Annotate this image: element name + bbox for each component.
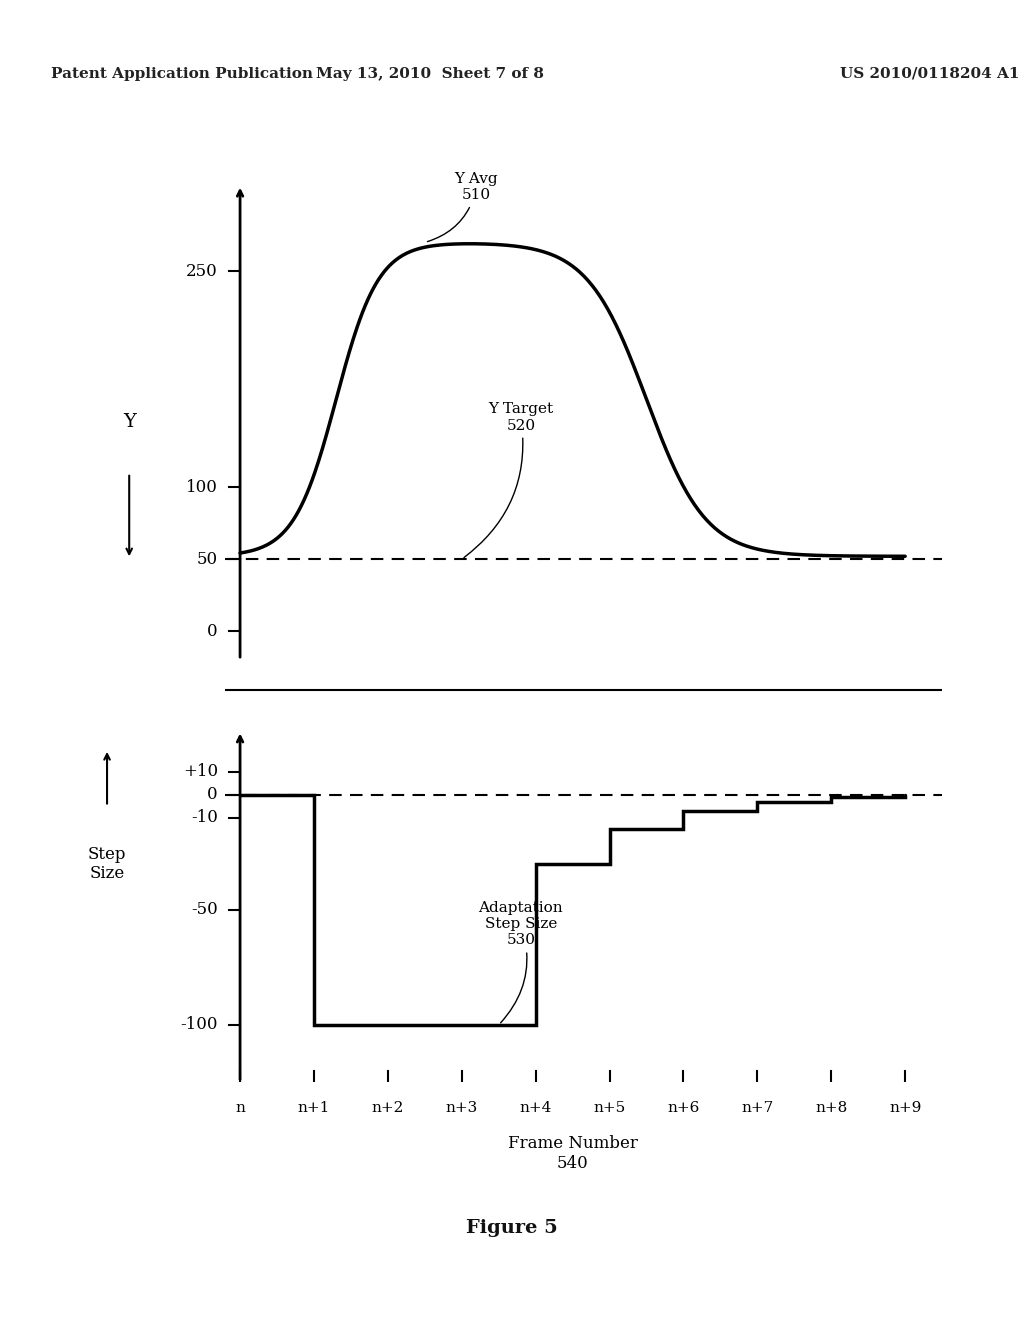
Text: May 13, 2010  Sheet 7 of 8: May 13, 2010 Sheet 7 of 8 [316,67,544,81]
Text: -50: -50 [191,902,218,919]
Text: 0: 0 [207,623,218,640]
Text: n: n [236,1101,245,1115]
Text: 50: 50 [197,550,218,568]
Text: Frame Number
540: Frame Number 540 [508,1135,638,1172]
Text: n+5: n+5 [594,1101,626,1115]
Text: Adaptation
Step Size
530: Adaptation Step Size 530 [478,902,563,1023]
Text: Figure 5: Figure 5 [466,1218,558,1237]
Text: n+6: n+6 [668,1101,699,1115]
Text: 250: 250 [186,263,218,280]
Text: 0: 0 [207,787,218,804]
Text: Y Target
520: Y Target 520 [464,403,553,557]
Text: -10: -10 [191,809,218,826]
Text: Y Avg
510: Y Avg 510 [427,172,499,242]
Text: n+4: n+4 [519,1101,552,1115]
Text: 100: 100 [186,479,218,496]
Text: Step
Size: Step Size [88,846,126,882]
Text: Patent Application Publication: Patent Application Publication [51,67,313,81]
Text: Y: Y [123,413,135,432]
Text: -100: -100 [180,1016,218,1034]
Text: n+1: n+1 [298,1101,330,1115]
Text: n+7: n+7 [741,1101,773,1115]
Text: US 2010/0118204 A1: US 2010/0118204 A1 [840,67,1019,81]
Text: n+3: n+3 [445,1101,478,1115]
Text: n+8: n+8 [815,1101,847,1115]
Text: n+2: n+2 [372,1101,404,1115]
Text: +10: +10 [182,763,218,780]
Text: n+9: n+9 [889,1101,922,1115]
